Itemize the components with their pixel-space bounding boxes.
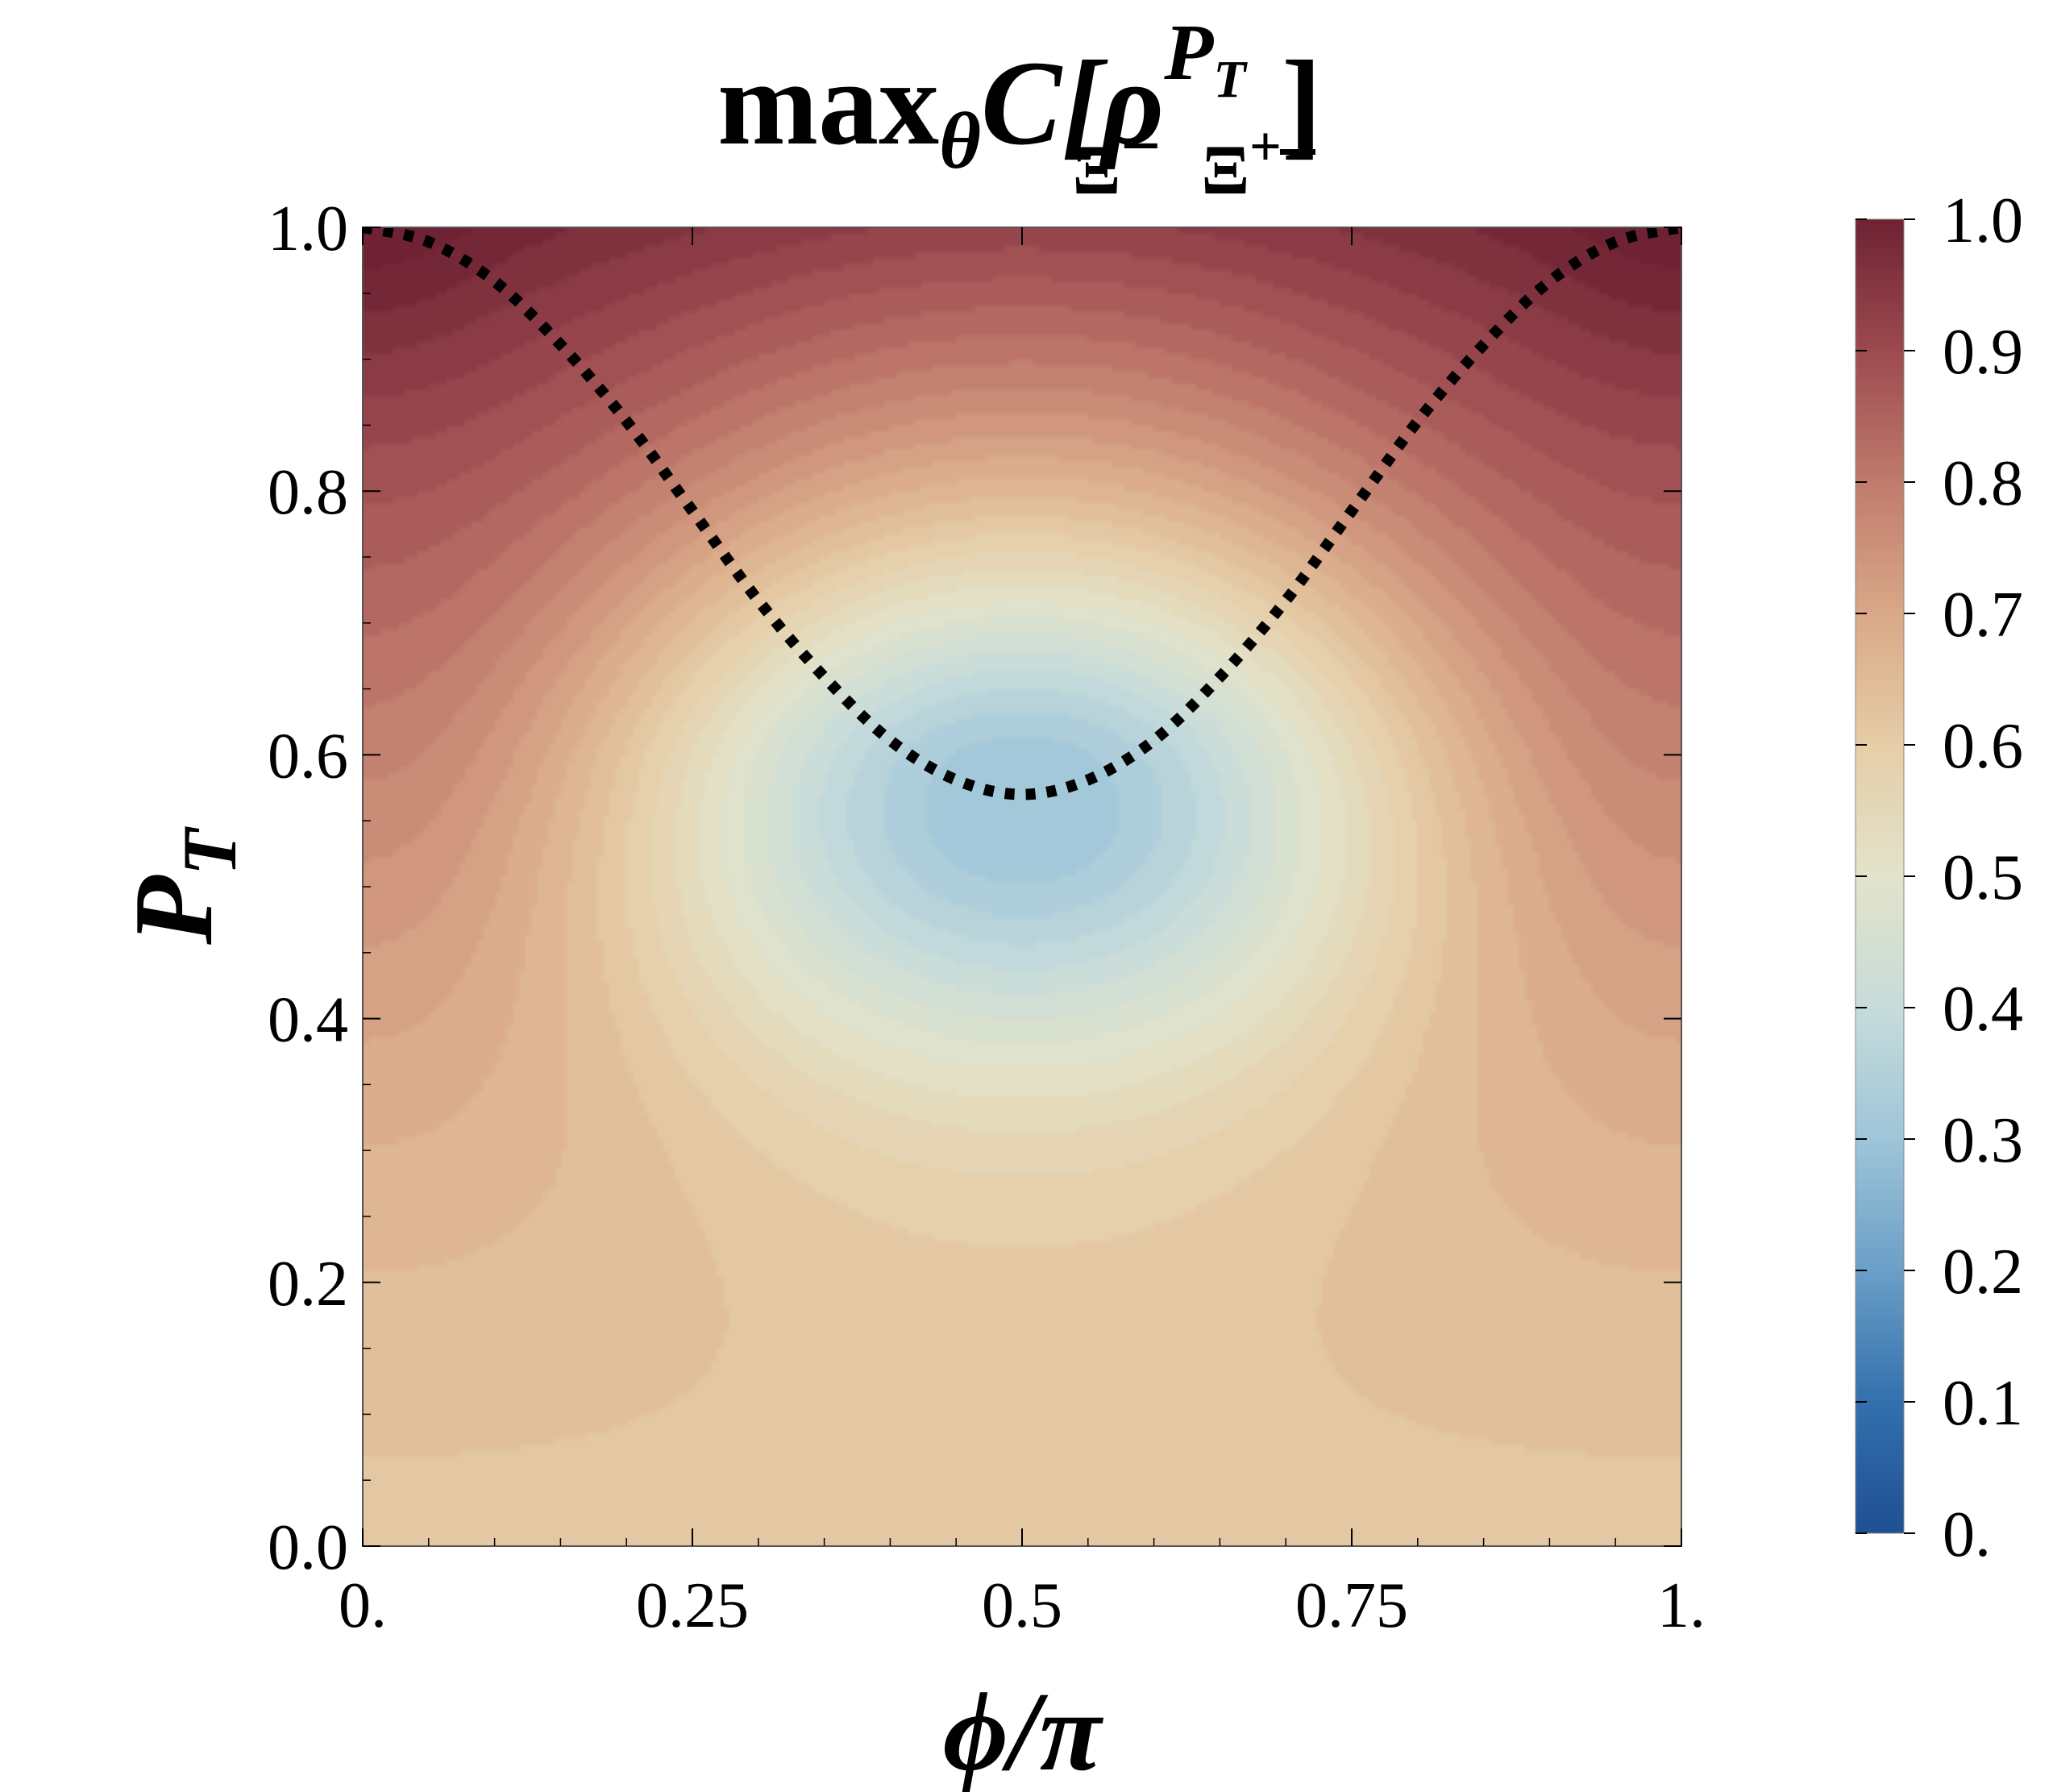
colorbar-tick-label: 0.8: [1943, 448, 2023, 519]
x-tick-label: 0.5: [982, 1570, 1062, 1641]
colorbar-tick-label: 0.4: [1943, 974, 2023, 1045]
y-tick-label: 0.2: [268, 1249, 348, 1320]
colorbar-tick-label: 0.9: [1943, 317, 2023, 388]
dotted-boundary-curve: [363, 227, 1681, 800]
colorbar-tick-label: 0.7: [1943, 580, 2023, 651]
y-axis: 0.0 0.2 0.4 0.6 0.8 1.0: [268, 193, 1681, 1583]
x-tick-label: 0.75: [1295, 1570, 1408, 1641]
x-axis: 0. 0.25 0.5 0.75 1.: [339, 227, 1706, 1641]
x-tick-label: 0.: [339, 1570, 387, 1641]
heatmap-field: [363, 227, 1681, 1546]
colorbar-tick-label: 0.3: [1943, 1105, 2023, 1176]
y-axis-title: PT: [111, 825, 252, 946]
y-tick-label: 0.8: [268, 457, 348, 528]
y-tick-label: 0.0: [268, 1512, 348, 1583]
y-tick-label: 1.0: [268, 193, 348, 264]
colorbar-tick-label: 0.2: [1943, 1237, 2023, 1308]
colorbar-tick-label: 0.1: [1943, 1368, 2023, 1439]
colorbar-tick-label: 0.6: [1943, 711, 2023, 782]
chart-title: maxθC[ρPT Ξ− Ξ+]: [717, 7, 1322, 210]
x-tick-label: 0.25: [636, 1570, 749, 1641]
x-axis-title: ϕ/π: [943, 1669, 1104, 1792]
x-tick-label: 1.: [1657, 1570, 1706, 1641]
antiparticle-bar: [1280, 149, 1315, 155]
colorbar-tick-label: 0.: [1943, 1499, 1991, 1570]
colorbar-tick-label: 0.5: [1943, 842, 2023, 913]
y-tick-label: 0.4: [268, 985, 348, 1056]
heatmap-image: [363, 227, 1681, 1546]
colorbar-axis: 0. 0.1 0.2 0.3 0.4 0.5 0.6 0.7 0.8 0.9 1.0: [1856, 185, 2023, 1570]
colorbar-tick-label: 1.0: [1943, 185, 2023, 256]
y-tick-label: 0.6: [268, 721, 348, 792]
